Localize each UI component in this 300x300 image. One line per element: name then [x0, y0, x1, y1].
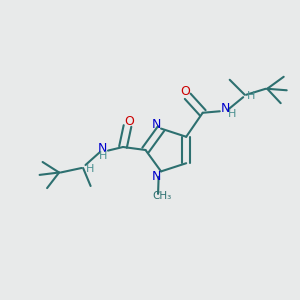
Text: H: H: [85, 164, 94, 175]
Text: N: N: [220, 102, 230, 115]
Text: N: N: [152, 118, 161, 130]
Text: CH₃: CH₃: [152, 191, 171, 201]
Text: H: H: [98, 151, 107, 161]
Text: H: H: [247, 91, 256, 101]
Text: O: O: [180, 85, 190, 98]
Text: O: O: [124, 115, 134, 128]
Text: N: N: [152, 170, 161, 183]
Text: H: H: [228, 109, 236, 119]
Text: N: N: [98, 142, 107, 155]
